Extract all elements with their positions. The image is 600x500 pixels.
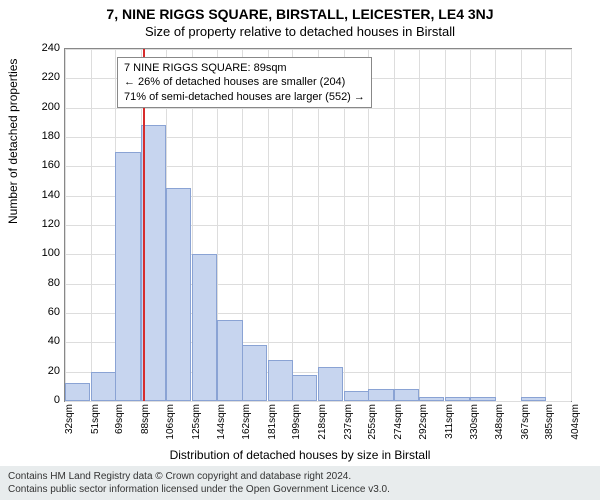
x-tick-label: 311sqm <box>444 404 455 444</box>
gridline-v <box>445 49 446 401</box>
histogram-bar <box>521 397 546 401</box>
gridline-v <box>394 49 395 401</box>
gridline-v <box>91 49 92 401</box>
footer-line-2: Contains public sector information licen… <box>8 483 592 496</box>
x-tick-label: 348sqm <box>494 404 505 444</box>
histogram-bar <box>217 320 242 401</box>
x-tick-label: 144sqm <box>216 404 227 444</box>
x-tick-label: 106sqm <box>165 404 176 444</box>
y-tick-label: 20 <box>24 365 60 377</box>
y-tick-label: 80 <box>24 277 60 289</box>
histogram-bar <box>115 152 140 401</box>
histogram-bar <box>242 345 267 401</box>
histogram-bar <box>394 389 419 401</box>
x-tick-label: 255sqm <box>367 404 378 444</box>
gridline-v <box>521 49 522 401</box>
histogram-bar <box>368 389 393 401</box>
y-tick-label: 120 <box>24 218 60 230</box>
histogram-bar <box>141 125 166 401</box>
y-tick-label: 60 <box>24 306 60 318</box>
histogram-bar <box>192 254 217 401</box>
gridline-v <box>545 49 546 401</box>
y-axis-label: Number of detached properties <box>6 59 20 224</box>
x-tick-label: 218sqm <box>317 404 328 444</box>
annotation-line-1: 7 NINE RIGGS SQUARE: 89sqm <box>124 61 365 75</box>
gridline-h <box>65 401 571 402</box>
x-tick-label: 181sqm <box>267 404 278 444</box>
y-tick-label: 0 <box>24 394 60 406</box>
x-tick-label: 330sqm <box>469 404 480 444</box>
y-tick-label: 40 <box>24 335 60 347</box>
gridline-v <box>65 49 66 401</box>
x-tick-label: 125sqm <box>191 404 202 444</box>
histogram-bar <box>91 372 116 401</box>
x-tick-label: 32sqm <box>64 404 75 444</box>
y-tick-label: 220 <box>24 71 60 83</box>
gridline-v <box>419 49 420 401</box>
x-tick-label: 199sqm <box>291 404 302 444</box>
x-tick-label: 367sqm <box>520 404 531 444</box>
page-title: 7, NINE RIGGS SQUARE, BIRSTALL, LEICESTE… <box>0 0 600 22</box>
histogram-bar <box>445 397 470 401</box>
gridline-v <box>470 49 471 401</box>
x-axis-label: Distribution of detached houses by size … <box>0 448 600 462</box>
x-tick-label: 69sqm <box>114 404 125 444</box>
x-tick-label: 274sqm <box>393 404 404 444</box>
histogram-bar <box>65 383 90 401</box>
x-tick-label: 237sqm <box>343 404 354 444</box>
x-tick-label: 51sqm <box>90 404 101 444</box>
y-tick-label: 240 <box>24 42 60 54</box>
y-tick-label: 140 <box>24 189 60 201</box>
footer: Contains HM Land Registry data © Crown c… <box>0 466 600 500</box>
x-tick-label: 162sqm <box>241 404 252 444</box>
page: 7, NINE RIGGS SQUARE, BIRSTALL, LEICESTE… <box>0 0 600 500</box>
histogram-bar <box>292 375 317 401</box>
page-subtitle: Size of property relative to detached ho… <box>0 24 600 39</box>
histogram-bar <box>419 397 444 401</box>
histogram-bar <box>470 397 495 401</box>
gridline-v <box>571 49 572 401</box>
histogram-bar <box>344 391 369 401</box>
histogram-bar <box>318 367 343 401</box>
plot-area: 7 NINE RIGGS SQUARE: 89sqm ← 26% of deta… <box>64 48 570 400</box>
gridline-v <box>495 49 496 401</box>
x-tick-label: 385sqm <box>544 404 555 444</box>
y-tick-label: 160 <box>24 159 60 171</box>
annotation-box: 7 NINE RIGGS SQUARE: 89sqm ← 26% of deta… <box>117 57 372 108</box>
histogram-bar <box>166 188 191 401</box>
plot: 7 NINE RIGGS SQUARE: 89sqm ← 26% of deta… <box>64 48 572 402</box>
x-tick-label: 292sqm <box>418 404 429 444</box>
y-tick-label: 100 <box>24 247 60 259</box>
x-tick-label: 88sqm <box>140 404 151 444</box>
footer-line-1: Contains HM Land Registry data © Crown c… <box>8 470 592 483</box>
x-tick-label: 404sqm <box>570 404 581 444</box>
histogram-bar <box>268 360 293 401</box>
annotation-line-3: 71% of semi-detached houses are larger (… <box>124 90 365 104</box>
annotation-line-2: ← 26% of detached houses are smaller (20… <box>124 75 365 89</box>
y-tick-label: 180 <box>24 130 60 142</box>
y-tick-label: 200 <box>24 101 60 113</box>
